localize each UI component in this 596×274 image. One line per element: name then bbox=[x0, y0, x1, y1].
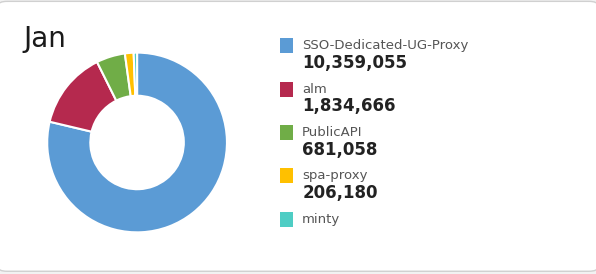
Wedge shape bbox=[125, 53, 135, 96]
Wedge shape bbox=[49, 62, 116, 132]
Text: 1,834,666: 1,834,666 bbox=[302, 97, 396, 115]
Text: 10,359,055: 10,359,055 bbox=[302, 54, 407, 72]
Text: alm: alm bbox=[302, 83, 327, 96]
Text: spa-proxy: spa-proxy bbox=[302, 169, 368, 182]
Wedge shape bbox=[97, 53, 131, 101]
Text: PublicAPI: PublicAPI bbox=[302, 126, 363, 139]
Text: Jan: Jan bbox=[24, 25, 67, 53]
Text: 206,180: 206,180 bbox=[302, 184, 378, 202]
Text: SSO-Dedicated-UG-Proxy: SSO-Dedicated-UG-Proxy bbox=[302, 39, 468, 52]
Wedge shape bbox=[47, 53, 227, 232]
Wedge shape bbox=[134, 53, 137, 96]
Text: minty: minty bbox=[302, 213, 340, 226]
Text: 681,058: 681,058 bbox=[302, 141, 377, 159]
